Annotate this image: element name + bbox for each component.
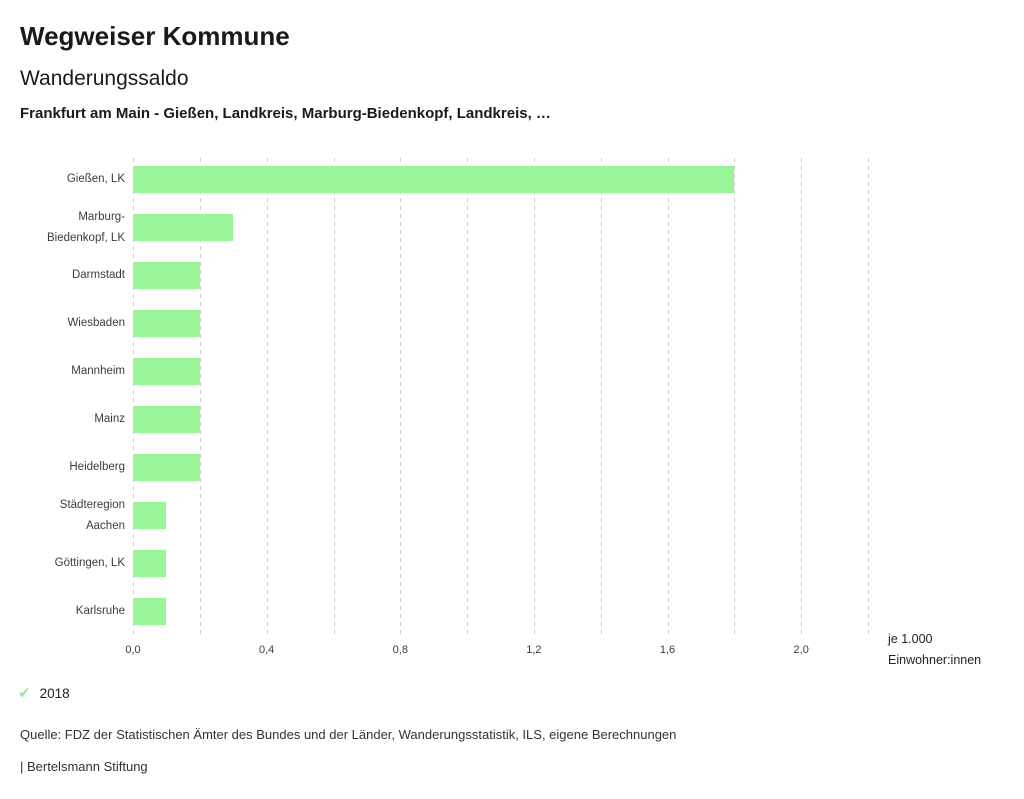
x-axis-tick-label: 0,8	[392, 644, 408, 656]
app-title: Wegweiser Kommune	[20, 21, 290, 51]
x-axis-tick-label: 0,0	[125, 644, 141, 656]
category-label: Marburg-Biedenkopf, LK	[46, 210, 125, 244]
legend-item-year[interactable]: ✔ 2018	[18, 686, 70, 701]
category-label: Gießen, LK	[66, 173, 125, 185]
x-axis-tick-label: 1,6	[659, 644, 676, 656]
x-axis-tick-label: 1,2	[526, 644, 542, 656]
chart-subtitle: Frankfurt am Main - Gießen, Landkreis, M…	[20, 105, 551, 122]
category-label: Heidelberg	[69, 461, 125, 473]
category-label: Darmstadt	[71, 269, 125, 281]
bar[interactable]	[133, 598, 167, 625]
gridline	[266, 158, 268, 638]
bar[interactable]	[133, 358, 200, 385]
gridline	[199, 158, 201, 638]
gridline	[400, 158, 402, 638]
bar[interactable]	[133, 406, 200, 433]
category-label: Mannheim	[71, 365, 125, 377]
source-note: Quelle: FDZ der Statistischen Ämter des …	[20, 727, 677, 742]
gridline	[667, 158, 669, 638]
gridline	[333, 158, 335, 638]
chart-title: Wanderungssaldo	[20, 67, 189, 90]
branding: | Bertelsmann Stiftung	[20, 759, 148, 774]
gridline	[801, 158, 803, 638]
gridline	[467, 158, 469, 638]
gridline	[734, 158, 736, 638]
legend-year-label: 2018	[39, 686, 70, 701]
bar[interactable]	[133, 502, 167, 529]
x-axis-tick-label: 0,4	[258, 644, 275, 656]
category-label: Städteregion Aachen	[59, 498, 125, 532]
x-axis-unit-label: je 1.000 Einwohner:innen	[888, 632, 982, 667]
bar[interactable]	[133, 550, 167, 577]
check-icon: ✔	[18, 685, 31, 702]
bar[interactable]	[133, 166, 735, 193]
bar[interactable]	[133, 310, 200, 337]
bar[interactable]	[133, 454, 200, 481]
category-label: Wiesbaden	[67, 317, 125, 329]
gridline	[533, 158, 535, 638]
gridline	[868, 158, 869, 638]
bar[interactable]	[133, 262, 200, 289]
bar-chart-plot-area: 0,0 0,4 0,8 1,2 1,6 2,0 Gießen, LK Marburg-Bied…	[47, 158, 869, 656]
category-label: Göttingen, LK	[54, 557, 125, 569]
category-label: Mainz	[94, 413, 125, 425]
bar[interactable]	[133, 214, 234, 241]
gridline	[133, 158, 134, 638]
x-axis-tick-label: 2,0	[793, 644, 809, 656]
category-label: Karlsruhe	[75, 605, 125, 617]
gridline	[600, 158, 602, 638]
